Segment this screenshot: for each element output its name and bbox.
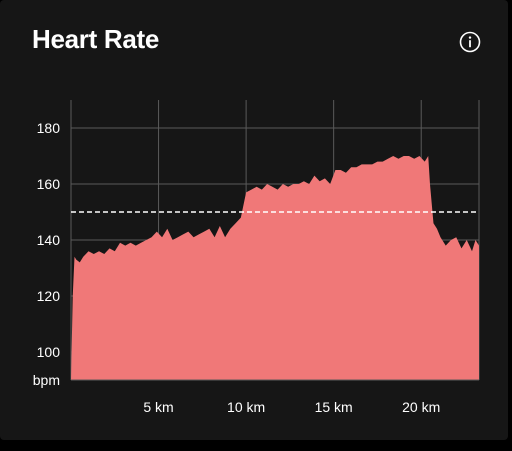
x-tick-label: 10 km	[227, 399, 265, 415]
y-tick-label: 120	[37, 288, 61, 304]
y-tick-label: 180	[37, 120, 61, 136]
x-tick-label: 15 km	[315, 399, 353, 415]
heart-rate-area	[71, 156, 479, 380]
x-tick-label: 5 km	[143, 399, 173, 415]
y-tick-label: 100	[37, 344, 61, 360]
y-tick-label: 160	[37, 176, 61, 192]
y-unit-label: bpm	[33, 372, 60, 388]
info-icon[interactable]	[459, 31, 481, 53]
y-tick-label: 140	[37, 232, 61, 248]
x-tick-label: 20 km	[402, 399, 440, 415]
card-title: Heart Rate	[32, 24, 160, 54]
